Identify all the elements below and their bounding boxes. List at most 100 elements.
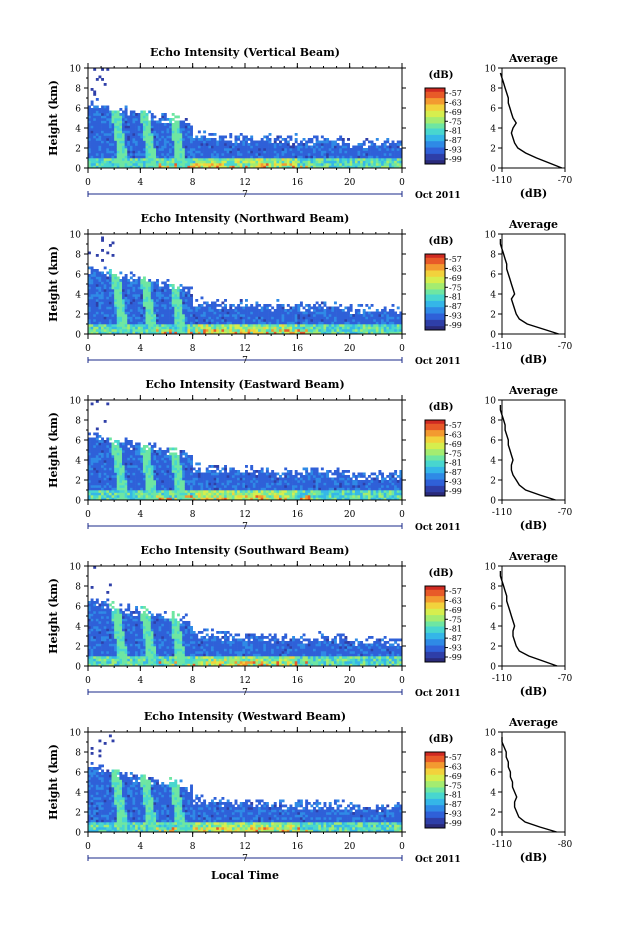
heatmap-cell xyxy=(302,329,306,332)
heatmap-cell xyxy=(119,289,123,292)
heatmap-cell xyxy=(88,125,91,129)
heatmap-cell xyxy=(171,158,175,161)
heatmap-cell xyxy=(279,145,282,149)
heatmap-cell xyxy=(95,108,99,111)
heatmap-cell xyxy=(98,135,102,139)
heatmap-cell xyxy=(124,289,128,292)
heatmap-cell xyxy=(237,163,241,166)
heatmap-cell xyxy=(187,482,191,486)
heatmap-cell xyxy=(176,291,180,295)
heatmap-cell xyxy=(276,319,280,322)
heatmap-cell xyxy=(171,321,175,325)
heatmap-cell xyxy=(124,321,128,325)
heatmap-cell xyxy=(163,457,167,461)
heatmap-cell xyxy=(137,445,141,448)
heatmap-cell xyxy=(142,128,146,131)
heatmap-cell xyxy=(197,475,201,478)
heatmap-cell xyxy=(349,160,353,164)
heatmap-cell xyxy=(124,442,128,446)
heatmap-cell xyxy=(124,445,128,448)
heatmap-cell xyxy=(184,160,188,164)
heatmap-cell xyxy=(158,462,162,466)
heatmap-cell xyxy=(129,487,133,491)
heatmap-cell xyxy=(158,165,162,169)
heatmap-cell xyxy=(302,145,306,149)
heatmap-cell xyxy=(294,153,298,156)
heatmap-cell xyxy=(362,331,366,335)
heatmap-cell xyxy=(218,324,222,327)
heatmap-cell xyxy=(271,143,275,146)
heatmap-cell xyxy=(281,165,285,169)
heatmap-cell xyxy=(297,150,301,154)
heatmap-cell xyxy=(145,465,149,468)
heatmap-cell xyxy=(156,492,159,496)
heatmap-cell xyxy=(161,123,165,126)
heatmap-cell xyxy=(268,150,272,154)
heatmap-cell xyxy=(213,165,217,169)
heatmap-cell xyxy=(250,304,254,307)
heatmap-cell xyxy=(349,331,353,335)
heatmap-cell xyxy=(305,324,309,327)
heatmap-cell xyxy=(210,480,214,483)
heatmap-cell xyxy=(396,145,400,149)
heatmap-cell xyxy=(179,316,183,320)
heatmap-cell xyxy=(310,314,314,317)
heatmap-cell xyxy=(156,150,159,154)
heatmap-cell xyxy=(129,442,133,446)
heatmap-cell xyxy=(284,138,288,141)
heatmap-cell xyxy=(95,497,99,501)
heatmap-cell xyxy=(93,145,97,149)
heatmap-cell xyxy=(122,465,125,468)
heatmap-cell xyxy=(289,321,293,325)
colorbar-segment xyxy=(425,88,445,90)
heatmap-cell xyxy=(210,324,214,327)
heatmap-cell xyxy=(166,286,170,290)
heatmap-cell xyxy=(205,306,209,310)
heatmap-cell xyxy=(176,490,180,493)
heatmap-cell xyxy=(260,165,264,169)
heatmap-cell xyxy=(106,477,110,481)
heatmap-cell xyxy=(370,165,374,169)
heatmap-cell xyxy=(124,319,128,322)
heatmap-cell xyxy=(169,462,173,466)
heatmap-cell xyxy=(216,475,220,478)
heatmap-cell xyxy=(153,311,157,315)
heatmap-cell xyxy=(190,472,193,476)
heatmap-cell xyxy=(171,138,175,141)
heatmap-cell xyxy=(103,284,107,287)
heatmap-cell xyxy=(169,158,173,161)
heatmap-cell xyxy=(169,153,173,156)
heatmap-cell xyxy=(388,148,392,151)
heatmap-cell xyxy=(95,485,99,488)
heatmap-cell xyxy=(137,128,141,131)
heatmap-cell xyxy=(399,163,403,166)
heatmap-cell xyxy=(135,331,139,335)
heatmap-cell xyxy=(391,304,395,307)
heatmap-cell xyxy=(135,123,139,126)
heatmap-cell xyxy=(224,299,227,302)
heatmap-cell xyxy=(163,138,167,141)
heatmap-cell xyxy=(184,467,188,471)
heatmap-cell xyxy=(171,165,175,169)
heatmap-cell xyxy=(394,329,398,332)
heatmap-cell xyxy=(95,492,99,496)
heatmap-cell xyxy=(192,160,196,164)
heatmap-cell xyxy=(111,143,115,146)
heatmap-cell xyxy=(95,329,99,332)
heatmap-cell xyxy=(187,160,191,164)
heatmap-cell xyxy=(213,163,217,166)
heatmap-cell xyxy=(313,306,316,310)
heatmap-cell xyxy=(271,319,275,322)
heatmap-cell xyxy=(145,294,149,297)
heatmap-cell xyxy=(166,299,170,302)
heatmap-cell xyxy=(289,329,293,332)
heatmap-cell xyxy=(323,331,327,335)
heatmap-cell xyxy=(142,153,146,156)
heatmap-cell xyxy=(307,150,311,154)
heatmap-cell xyxy=(174,311,178,315)
heatmap-cell xyxy=(216,148,220,151)
heatmap-cell xyxy=(158,319,162,322)
heatmap-cell xyxy=(305,331,309,335)
heatmap-cell xyxy=(108,447,112,451)
heatmap-cell xyxy=(150,140,154,144)
